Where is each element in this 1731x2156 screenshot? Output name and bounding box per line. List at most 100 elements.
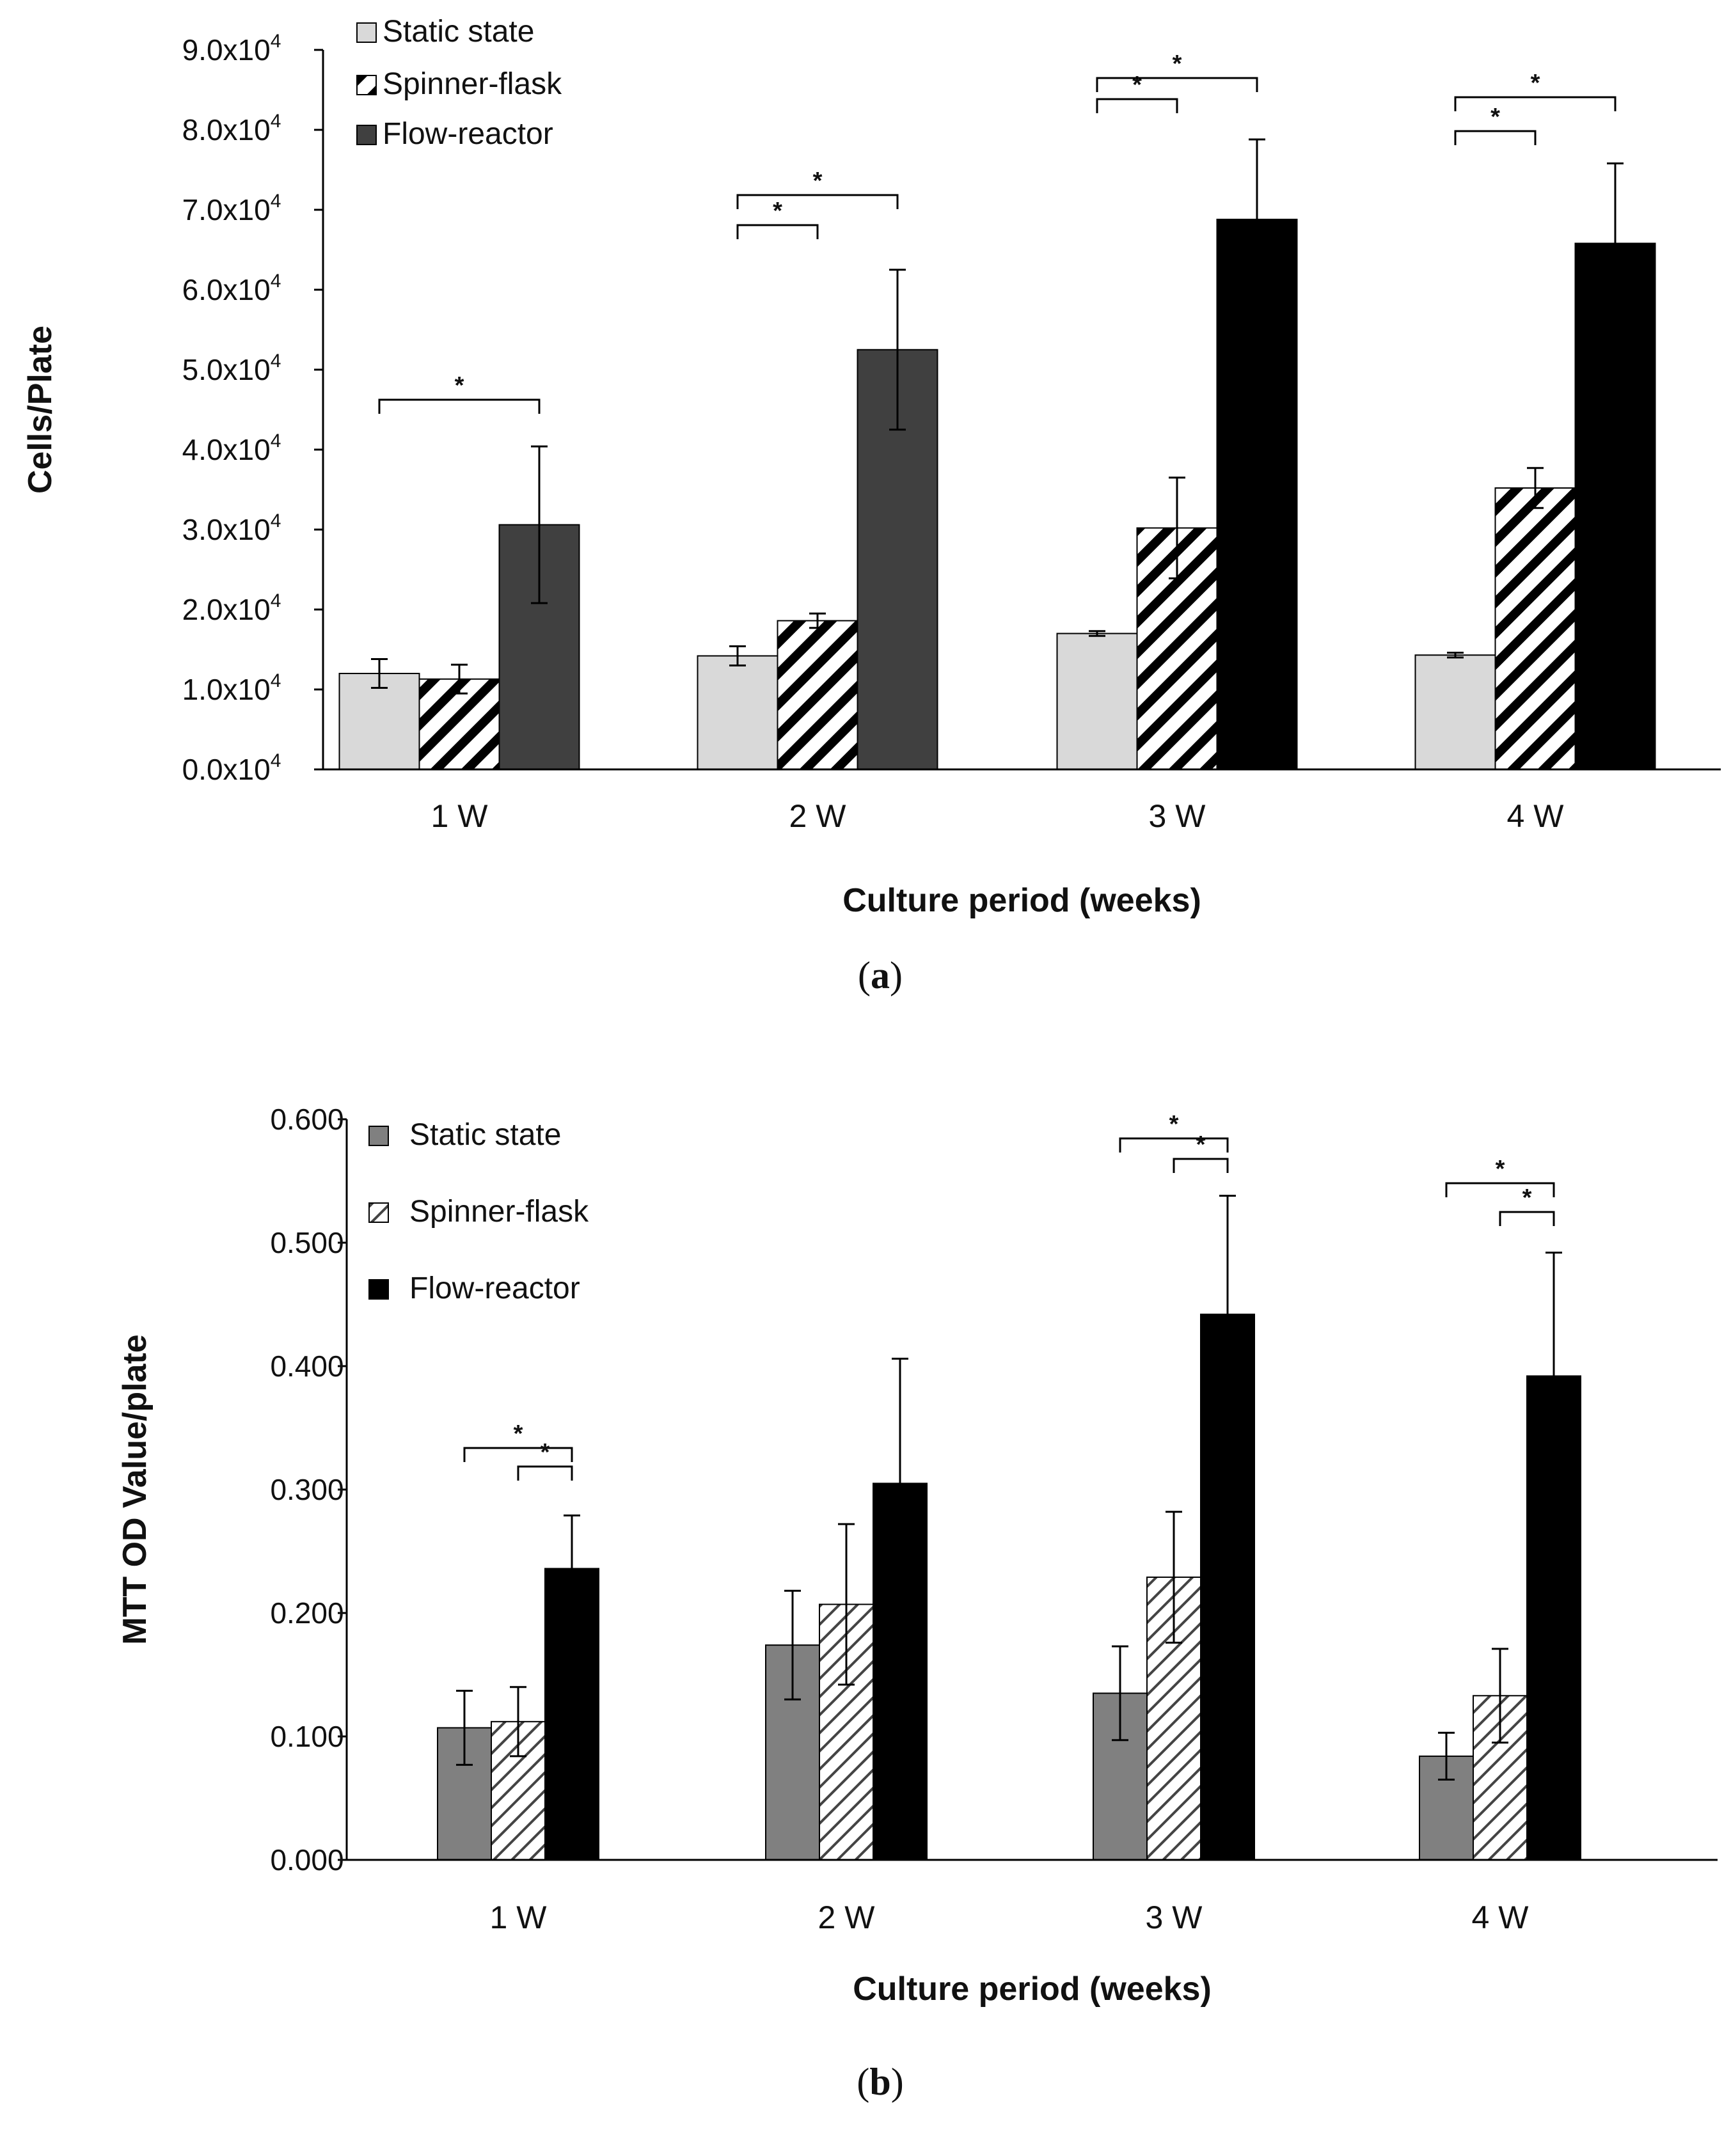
legend-label-spinner-flask: Spinner-flask xyxy=(409,1195,589,1229)
y-tick-label-mantissa: 6.0x10 xyxy=(182,273,271,306)
significance-bracket xyxy=(1454,96,1616,111)
legend-label-spinner-flask: Spinner-flask xyxy=(383,67,562,101)
significance-star: * xyxy=(1496,1156,1505,1183)
y-tick-label-mantissa: 7.0x10 xyxy=(182,193,271,226)
significance-star: * xyxy=(514,1420,523,1447)
y-tick-label-exponent: 4 xyxy=(271,271,281,292)
y-tick-label-mantissa: 3.0x10 xyxy=(182,513,271,546)
x-category-label: 2 W xyxy=(789,798,847,834)
legend-swatch-spinner-flask xyxy=(368,1202,389,1223)
significance-bracket xyxy=(1173,1158,1229,1173)
significance-bracket xyxy=(1096,98,1178,113)
significance-star: * xyxy=(1522,1184,1532,1211)
panel-a-chart: 0.0x1041.0x1042.0x1043.0x1044.0x1045.0x1… xyxy=(22,15,1721,996)
caption-letter: a xyxy=(871,954,890,996)
y-tick-label-exponent: 4 xyxy=(271,430,281,452)
significance-star: * xyxy=(1173,51,1182,77)
y-tick-label-mantissa: 2.0x10 xyxy=(182,593,271,626)
legend-swatch-flow-reactor xyxy=(356,125,377,145)
y-tick-label-mantissa: 0.200 xyxy=(270,1596,344,1630)
legend-swatch-flow-reactor xyxy=(368,1279,389,1300)
y-tick-label: 3.0x104 xyxy=(182,510,281,546)
legend-swatch-static-state xyxy=(356,22,377,43)
y-tick-label-mantissa: 0.600 xyxy=(270,1103,344,1136)
significance-star: * xyxy=(1169,1111,1179,1138)
significance-bracket xyxy=(463,1447,573,1462)
legend-swatch-static-state xyxy=(368,1126,389,1146)
y-tick-label-mantissa: 8.0x10 xyxy=(182,113,271,146)
y-tick-label: 0.200 xyxy=(270,1596,344,1630)
y-tick-label-mantissa: 0.100 xyxy=(270,1720,344,1753)
panel-caption: (a) xyxy=(858,954,903,996)
y-axis-title: MTT OD Value/plate xyxy=(116,1334,154,1644)
significance-star: * xyxy=(773,198,782,224)
y-tick-label: 9.0x104 xyxy=(182,31,281,67)
bar-static-state-2-w xyxy=(697,655,779,770)
caption-open-paren: ( xyxy=(858,954,871,996)
y-tick-label-mantissa: 4.0x10 xyxy=(182,433,271,466)
significance-star: * xyxy=(541,1439,550,1466)
significance-bracket xyxy=(378,398,541,414)
y-tick-label-mantissa: 0.500 xyxy=(270,1226,344,1259)
significance-star: * xyxy=(1196,1131,1206,1158)
y-tick-label-exponent: 4 xyxy=(271,31,281,52)
x-category-label: 2 W xyxy=(818,1900,876,1935)
y-tick-label-exponent: 4 xyxy=(271,670,281,691)
bar-flow-reactor-3-w xyxy=(1216,219,1298,770)
x-category-label: 1 W xyxy=(431,798,489,834)
y-tick-label: 0.600 xyxy=(270,1103,344,1136)
caption-open-paren: ( xyxy=(857,2061,869,2103)
y-tick-label: 6.0x104 xyxy=(182,271,281,306)
significance-bracket xyxy=(1445,1182,1555,1197)
bar-static-state-3-w xyxy=(1056,633,1138,770)
panel-caption: (b) xyxy=(857,2061,903,2103)
x-category-label: 4 W xyxy=(1472,1900,1529,1935)
y-tick-label: 5.0x104 xyxy=(182,350,281,386)
bar-spinner-flask-4-w xyxy=(1494,487,1576,770)
y-tick-label-exponent: 4 xyxy=(271,590,281,611)
y-tick-label: 7.0x104 xyxy=(182,191,281,226)
caption-close-paren: ) xyxy=(890,954,903,996)
y-tick-label: 0.0x104 xyxy=(182,750,281,786)
legend-label-static-state: Static state xyxy=(383,15,534,49)
x-axis-title: Culture period (weeks) xyxy=(853,1971,1212,2008)
y-tick-label: 1.0x104 xyxy=(182,670,281,706)
y-tick-label: 0.400 xyxy=(270,1349,344,1383)
significance-star: * xyxy=(1490,104,1500,130)
significance-bracket xyxy=(1499,1211,1555,1226)
x-category-label: 4 W xyxy=(1507,798,1565,834)
y-tick-label-mantissa: 1.0x10 xyxy=(182,673,271,706)
significance-star: * xyxy=(455,372,464,399)
y-tick-label-mantissa: 0.300 xyxy=(270,1473,344,1506)
legend-swatch-spinner-flask xyxy=(356,75,377,95)
legend-label-static-state: Static state xyxy=(409,1118,561,1152)
y-tick-label-mantissa: 0.400 xyxy=(270,1349,344,1383)
caption-close-paren: ) xyxy=(891,2061,904,2103)
bar-static-state-4-w xyxy=(1414,654,1496,770)
x-category-label: 3 W xyxy=(1149,798,1206,834)
significance-star: * xyxy=(1132,72,1142,98)
y-tick-label: 8.0x104 xyxy=(182,111,281,146)
bar-flow-reactor-4-w xyxy=(1574,242,1656,770)
x-category-label: 1 W xyxy=(490,1900,548,1935)
y-tick-label-mantissa: 9.0x10 xyxy=(182,33,271,67)
y-tick-label: 0.000 xyxy=(270,1843,344,1877)
bar-spinner-flask-2-w xyxy=(777,620,858,770)
legend-label-flow-reactor: Flow-reactor xyxy=(383,117,553,151)
panel-b-chart: 0.000 0.100 0.200 0.300 0.400 0.500 0.600 1 W 2 … xyxy=(116,1103,1718,2103)
legend-label-flow-reactor: Flow-reactor xyxy=(409,1271,580,1305)
y-tick-label-mantissa: 5.0x10 xyxy=(182,353,271,386)
y-tick-label-exponent: 4 xyxy=(271,750,281,771)
y-tick-label: 0.100 xyxy=(270,1720,344,1753)
significance-bracket xyxy=(736,224,819,239)
significance-bracket xyxy=(1454,130,1537,145)
significance-bracket xyxy=(517,1465,573,1481)
y-tick-label-exponent: 4 xyxy=(271,510,281,531)
significance-star: * xyxy=(813,168,823,194)
y-tick-label: 0.500 xyxy=(270,1226,344,1259)
x-category-label: 3 W xyxy=(1146,1900,1203,1935)
y-tick-label-exponent: 4 xyxy=(271,191,281,212)
significance-bracket xyxy=(736,194,899,209)
y-tick-label: 2.0x104 xyxy=(182,590,281,626)
